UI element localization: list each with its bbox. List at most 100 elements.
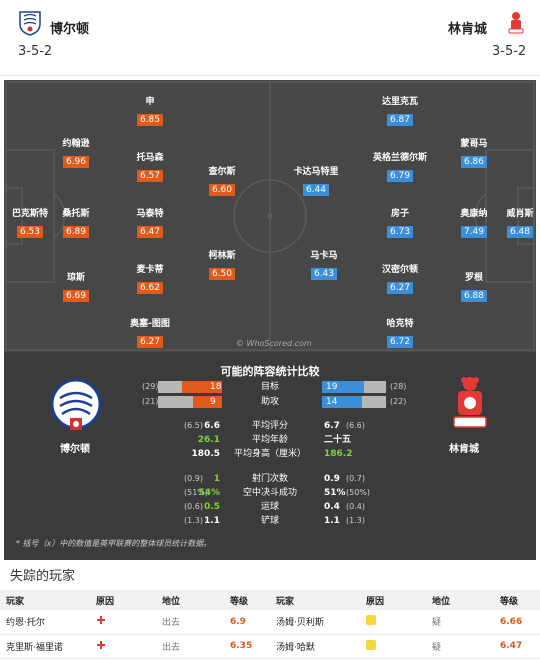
player-name[interactable]: 约恩·托尔 xyxy=(0,610,90,635)
player-rating: 6.79 xyxy=(386,170,414,182)
away-player[interactable]: 马卡马 6.43 xyxy=(290,248,358,280)
home-league-avg: (0.6) xyxy=(184,502,203,511)
player-rating: 6.85 xyxy=(136,114,164,126)
footnote: * 括号（x）中的数值是英甲联赛的整体球员统计数据。 xyxy=(16,539,212,548)
comparison-stat-row: (0.9) 1 射门次数 0.9 (0.7) xyxy=(4,472,536,486)
away-bar xyxy=(322,396,362,408)
player-rating: 6.62 xyxy=(136,282,164,294)
home-bar xyxy=(193,396,222,408)
player-rating: 6.60 xyxy=(208,184,236,196)
player-rating: 6.87 xyxy=(386,114,414,126)
home-player[interactable]: 巴克斯特 6.53 xyxy=(4,206,64,238)
home-player[interactable]: 奥塞-图图 6.27 xyxy=(116,316,184,348)
missing-players-title: 失踪的玩家 xyxy=(10,569,76,584)
player-name: 柯林斯 xyxy=(208,251,236,261)
injury-icon xyxy=(96,640,106,650)
player-name: 卡达马特里 xyxy=(293,167,339,177)
status: 出去 xyxy=(156,634,224,659)
lincoln-large-crest-icon xyxy=(453,377,487,428)
stat-label: 运球 xyxy=(260,502,279,512)
player-name: 哈克特 xyxy=(386,319,414,329)
player-name: 查尔斯 xyxy=(208,167,236,177)
away-player[interactable]: 罗根 6.88 xyxy=(440,270,508,302)
away-player[interactable]: 房子 6.73 xyxy=(366,206,434,238)
stat-label: 射门次数 xyxy=(251,474,288,484)
home-player[interactable]: 柯林斯 6.50 xyxy=(188,248,256,280)
comparison-stat-row: (0.6) 0.5 运球 0.4 (0.4) xyxy=(4,500,536,514)
home-player[interactable]: 申 6.85 xyxy=(116,94,184,126)
player-name: 威肖斯 xyxy=(506,209,534,219)
away-value: 6.7 xyxy=(324,421,340,431)
status: 疑 xyxy=(426,634,494,659)
doubtful-icon xyxy=(366,615,376,626)
comparison-home-name: 博尔顿 xyxy=(60,444,90,455)
player-rating: 7.49 xyxy=(460,226,488,238)
home-formation: 3-5-2 xyxy=(18,44,53,59)
player-name: 蒙哥马 xyxy=(460,139,488,149)
stat-label: 平均年龄 xyxy=(251,435,288,445)
comparison-stat-row: (1.3) 1.1 铲球 1.1 (1.3) xyxy=(4,514,536,528)
home-player[interactable]: 桑托斯 6.89 xyxy=(42,206,110,238)
home-value: 1 xyxy=(213,474,220,484)
home-team-name[interactable]: 博尔顿 xyxy=(50,22,90,37)
player-name: 罗根 xyxy=(464,273,483,283)
col-reason: 原因 xyxy=(360,590,426,610)
away-value: 19 xyxy=(326,382,338,392)
home-league-avg: (0.9) xyxy=(184,474,203,483)
player-name[interactable]: 汤姆·贝利斯 xyxy=(270,610,360,635)
home-player[interactable]: 查尔斯 6.60 xyxy=(188,164,256,196)
bolton-crest-icon xyxy=(19,11,41,36)
away-player[interactable]: 奥康纳 7.49 xyxy=(440,206,508,238)
player-name: 巴克斯特 xyxy=(11,209,48,219)
away-bar xyxy=(322,381,364,393)
away-league-avg: (22) xyxy=(390,397,407,406)
stat-label: 助攻 xyxy=(260,397,279,407)
rating: 6.35 xyxy=(224,634,270,659)
away-value: 51% xyxy=(324,488,346,498)
home-league-avg: (6.5) xyxy=(184,421,203,430)
comparison-away-name: 林肯城 xyxy=(449,444,479,455)
player-name: 汉密尔顿 xyxy=(381,265,418,275)
player-name: 奥康纳 xyxy=(460,209,488,219)
comparison-stat-row: 180.5 平均身高（厘米） 186.2 xyxy=(4,447,536,461)
player-name[interactable]: 克里斯·福里诺 xyxy=(0,634,90,659)
stat-label: 空中决斗成功 xyxy=(242,488,297,498)
away-player[interactable]: 达里克瓦 6.87 xyxy=(366,94,434,126)
stat-label: 平均身高（厘米） xyxy=(233,449,306,459)
home-league-avg: (21) xyxy=(142,397,159,406)
player-rating: 6.48 xyxy=(506,226,534,238)
home-player[interactable]: 麦卡蒂 6.62 xyxy=(116,262,184,294)
away-player[interactable]: 汉密尔顿 6.27 xyxy=(366,262,434,294)
home-player[interactable]: 托马森 6.57 xyxy=(116,150,184,182)
home-player[interactable]: 琼斯 6.69 xyxy=(42,270,110,302)
comparison-bar-row: (29) 18 目标 19 (28) xyxy=(4,380,536,394)
player-name: 房子 xyxy=(390,209,409,219)
home-value: 180.5 xyxy=(191,449,220,459)
injury-icon xyxy=(96,615,106,625)
home-value: 18 xyxy=(210,382,222,392)
home-value: 1.1 xyxy=(204,516,220,526)
away-player[interactable]: 威肖斯 6.48 xyxy=(486,206,536,238)
away-player[interactable]: 英格兰德尔斯 6.79 xyxy=(366,150,434,182)
away-player[interactable]: 卡达马特里 6.44 xyxy=(282,164,350,196)
rating: 6.47 xyxy=(494,634,540,659)
away-value: 186.2 xyxy=(324,449,353,459)
away-player[interactable]: 蒙哥马 6.86 xyxy=(440,136,508,168)
player-name[interactable]: 汤姆·哈默 xyxy=(270,634,360,659)
away-team-name[interactable]: 林肯城 xyxy=(448,22,488,37)
table-row: 克里斯·福里诺 出去 6.35 汤姆·哈默 疑 6.47 xyxy=(0,634,540,659)
away-value: 1.1 xyxy=(324,516,340,526)
col-player: 玩家 xyxy=(270,590,360,610)
home-player[interactable]: 马泰特 6.47 xyxy=(116,206,184,238)
home-league-avg: (51%) xyxy=(184,488,209,497)
away-player[interactable]: 哈克特 6.72 xyxy=(366,316,434,348)
player-rating: 6.44 xyxy=(302,184,330,196)
pitch: 申 6.85 约翰逊 6.96 托马森 6.57 查尔斯 6.60 巴克斯特 6.53 桑托斯 6.8… xyxy=(4,80,536,352)
player-rating: 6.96 xyxy=(62,156,90,168)
table-row: 约恩·托尔 出去 6.9 汤姆·贝利斯 疑 6.66 xyxy=(0,610,540,635)
home-league-avg: (1.3) xyxy=(184,516,203,525)
away-league-avg: (1.3) xyxy=(346,516,365,525)
match-header: 博尔顿 3-5-2 林肯城 3-5-2 xyxy=(0,0,540,76)
home-value: 26.1 xyxy=(197,435,220,445)
home-player[interactable]: 约翰逊 6.96 xyxy=(42,136,110,168)
